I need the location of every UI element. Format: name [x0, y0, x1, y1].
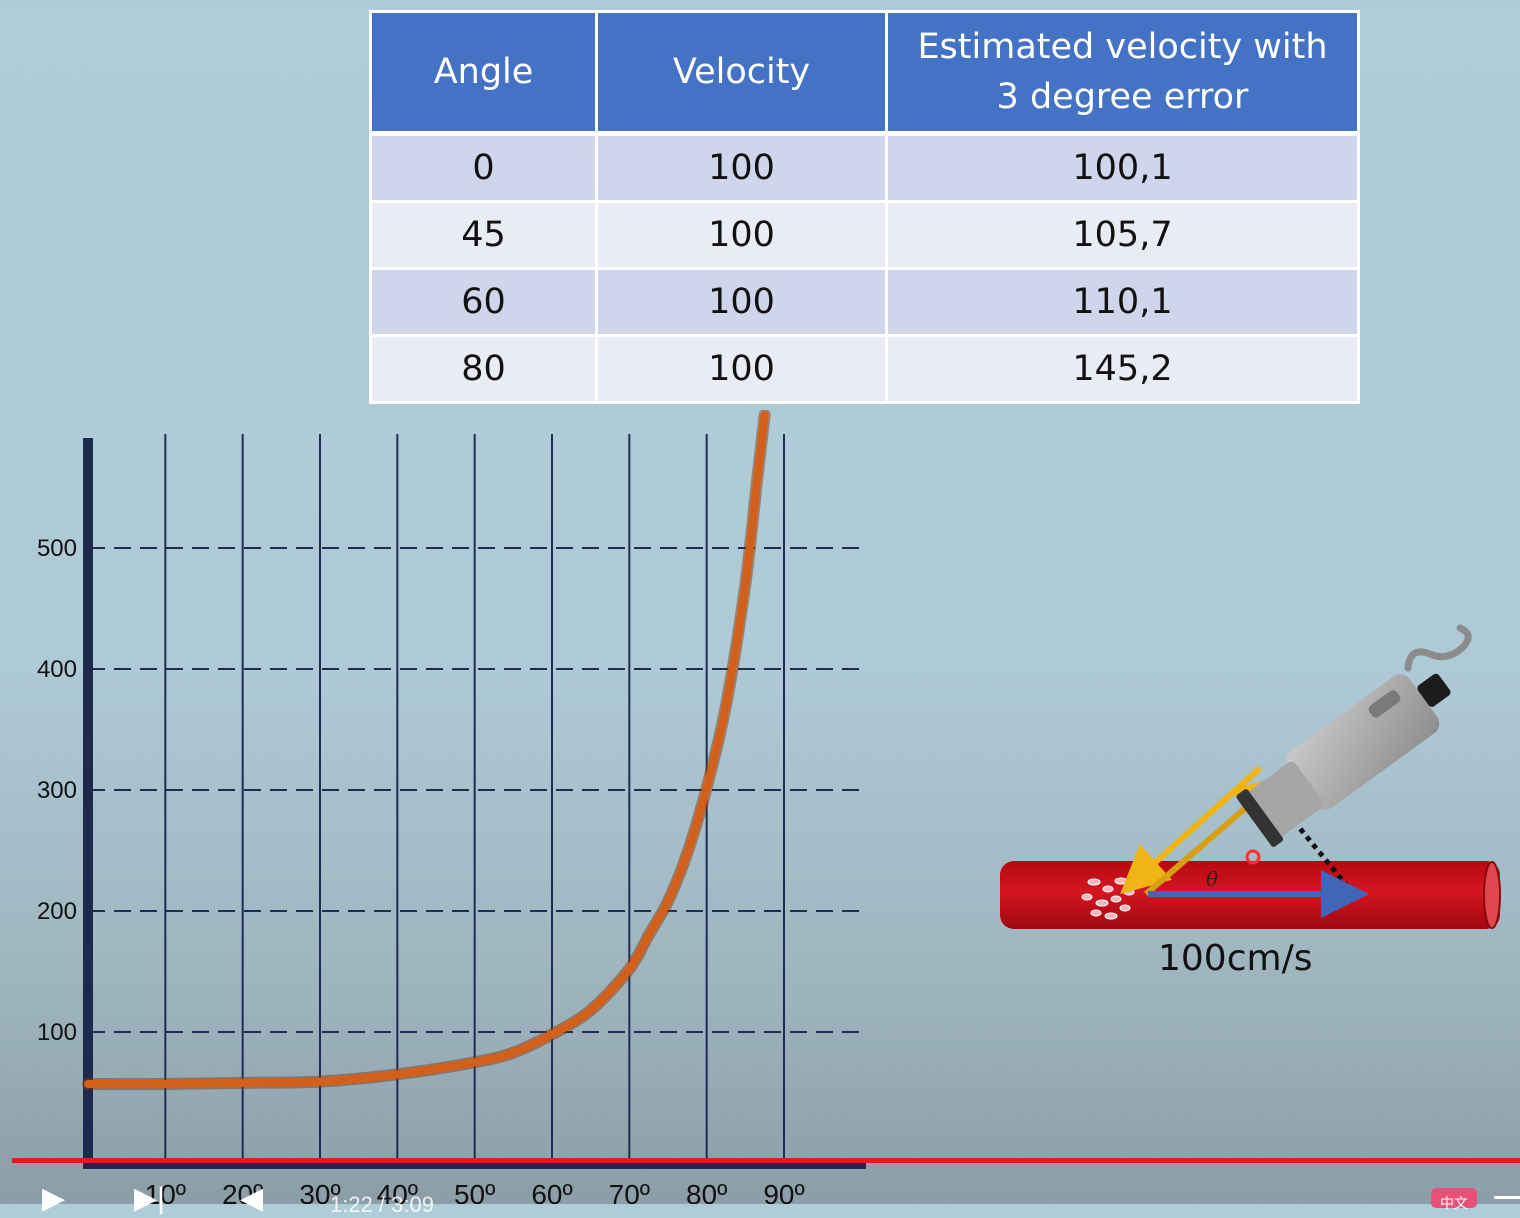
cell-velocity: 100: [595, 334, 888, 404]
time-readout: 1:22 / 3:09: [330, 1192, 434, 1217]
cell-angle: 80: [369, 334, 598, 404]
cell-velocity: 100: [595, 200, 888, 270]
subtitles-badge[interactable]: 中文: [1431, 1188, 1477, 1211]
volume-icon[interactable]: ◀: [240, 1182, 264, 1215]
ultrasound-probe: [1236, 624, 1472, 847]
cell-angle: 60: [369, 267, 598, 337]
cell-velocity: 100: [595, 267, 888, 337]
cell-estimated: 100,1: [885, 132, 1360, 203]
x-tick-label: 70º: [609, 1179, 650, 1204]
table-row: 0 100 100,1: [369, 132, 1360, 203]
table-row: 45 100 105,7: [369, 200, 1360, 270]
x-tick-label: 30º: [299, 1179, 340, 1204]
menu-icon[interactable]: [1494, 1196, 1520, 1207]
y-tick-label: 400: [37, 656, 77, 683]
cell-velocity: 100: [595, 132, 888, 203]
header-angle: Angle: [369, 10, 598, 136]
cell-estimated: 110,1: [885, 267, 1360, 337]
header-velocity: Velocity: [595, 10, 888, 136]
cell-estimated: 105,7: [885, 200, 1360, 270]
x-tick-label: 10º: [145, 1179, 186, 1204]
x-axis: [83, 1159, 866, 1169]
video-progress-bar[interactable]: [12, 1158, 1520, 1163]
chart-axes: [83, 438, 866, 1169]
angle-theta-label: θ: [1206, 867, 1218, 891]
x-tick-label: 60º: [531, 1179, 572, 1204]
x-tick-label: 90º: [763, 1179, 804, 1204]
y-tick-label: 500: [37, 535, 77, 562]
cell-angle: 45: [369, 200, 598, 270]
cell-estimated: 145,2: [885, 334, 1360, 404]
table-header-row: Angle Velocity Estimated velocity with 3…: [369, 10, 1360, 136]
chart-series: [82, 410, 771, 1091]
y-tick-label: 100: [37, 1019, 77, 1046]
chart-tick-labels: 10º 20º 30º 40º 50º 60º 70º 80º 90º 100 200 300 400 5…: [37, 535, 805, 1204]
velocity-table: Angle Velocity Estimated velocity with 3…: [369, 10, 1360, 404]
pointer-dot: [1245, 849, 1261, 865]
y-tick-label: 200: [37, 898, 77, 925]
series-line-shadow: [82, 410, 771, 1091]
table-row: 80 100 145,2: [369, 334, 1360, 404]
x-tick-label: 40º: [377, 1179, 418, 1204]
flow-speed-label: 100cm/s: [1158, 938, 1313, 979]
x-tick-label: 50º: [454, 1179, 495, 1204]
angle-error-chart: 10º 20º 30º 40º 50º 60º 70º 80º 90º 100 200 300 400 5…: [37, 410, 866, 1204]
doppler-diagram: θ: [1000, 624, 1501, 929]
x-tick-label: 80º: [686, 1179, 727, 1204]
y-axis: [83, 438, 93, 1168]
series-line: [84, 410, 769, 1089]
chart-grid: [88, 434, 866, 1162]
cell-angle: 0: [369, 132, 598, 203]
receive-beam-arrow: [1144, 776, 1283, 897]
table-row: 60 100 110,1: [369, 267, 1360, 337]
x-tick-label: 20º: [222, 1179, 263, 1204]
y-tick-label: 300: [37, 777, 77, 804]
header-estimated-velocity: Estimated velocity with 3 degree error: [885, 10, 1360, 136]
play-icon[interactable]: ▶: [42, 1182, 66, 1215]
next-icon[interactable]: ▶​|: [134, 1182, 165, 1215]
